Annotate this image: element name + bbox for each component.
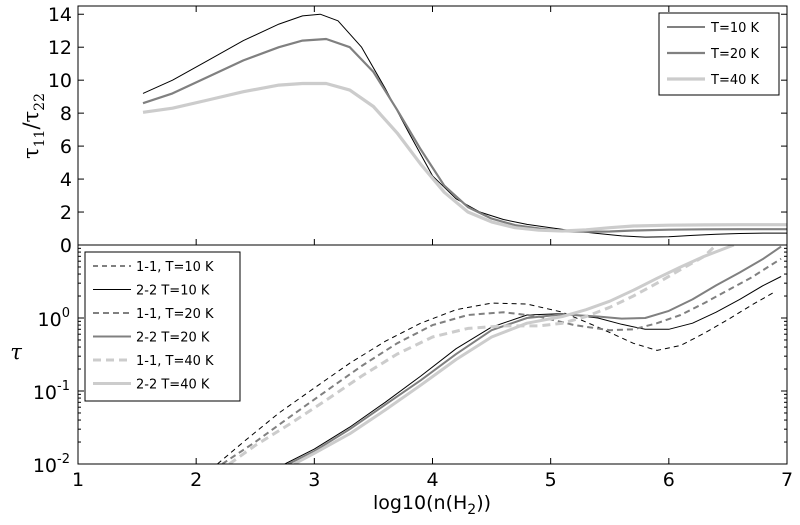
x-tick-label: 6 [663,469,675,491]
bottom-y-tick-label: 10-1 [33,379,70,404]
bottom-series-1-1-t-20-k [221,257,782,464]
top-y-tick-label: 8 [60,103,72,125]
ylabel-divider: /τ [19,111,43,130]
x-tick-label: 7 [781,469,793,491]
ylabel-tau: τ [19,147,43,159]
xlabel-pre: log10(n(H [373,492,467,514]
top-legend: T=10 K T=20 K T=40 K [658,12,780,96]
top-legend-label-t-40-k: T=40 K [710,73,760,88]
top-series-t-40-k [142,81,787,233]
top-y-tick-label: 4 [60,169,72,191]
top-series-lines [142,13,787,238]
xlabel-sub-2: 2 [467,502,476,518]
top-panel: 0 2 4 6 8 10 12 14 τ11/τ22 T=10 K T=20 K T=40 K [19,4,788,257]
bottom-legend-label-2-2-t-10-k: 2-2 T=10 K [136,284,210,299]
top-y-axis-label: τ11/τ22 [19,93,48,159]
top-y-tick-label: 0 [60,235,72,257]
bottom-y-tick-label: 10-2 [33,452,70,477]
top-legend-label-t-20-k: T=20 K [710,47,760,62]
x-tick-label: 3 [308,469,320,491]
bottom-legend-label-1-1-t-10-k: 1-1, T=10 K [136,260,214,275]
bottom-legend: 1-1, T=10 K 2-2 T=10 K 1-1, T=20 K 2-2 T=20… [84,251,241,402]
bottom-legend-label-2-2-t-40-k: 2-2 T=40 K [136,378,210,393]
bottom-series-2-2-t-20-k [287,245,782,464]
top-y-tick-label: 6 [60,136,72,158]
bottom-series-1-1-t-40-k [228,245,718,464]
top-legend-label-t-10-k: T=10 K [710,21,760,36]
top-y-tick-label: 2 [60,202,72,224]
bottom-series-1-1-t-10-k [217,291,776,464]
xlabel-post: )) [476,492,491,514]
ylabel-sub-22: 22 [32,93,48,111]
top-y-ticks: 0 2 4 6 8 10 12 14 [48,4,787,257]
bottom-legend-box [84,251,241,402]
bottom-legend-label-1-1-t-20-k: 1-1, T=20 K [136,307,214,322]
bottom-series-2-2-t-40-k [293,245,735,464]
bottom-y-axis-label: τ [10,340,22,364]
x-tick-label: 4 [426,469,438,491]
bottom-legend-label-1-1-t-40-k: 1-1, T=40 K [136,354,214,369]
top-y-tick-label: 10 [48,70,72,92]
x-tick-label: 2 [190,469,202,491]
ylabel-sub-11: 11 [32,130,48,148]
bottom-series-lines [217,245,782,464]
top-y-tick-label: 12 [48,37,72,59]
top-y-tick-label: 14 [48,4,72,26]
bottom-y-tick-label: 100 [38,306,70,331]
bottom-x-ticks: 1 2 3 4 5 6 7 [72,6,793,491]
bottom-y-ticks: 10-2 10-1 100 [33,247,787,477]
bottom-x-axis-label: log10(n(H2)) [373,492,491,518]
top-series-t-20-k [142,37,787,233]
bottom-legend-label-2-2-t-20-k: 2-2 T=20 K [136,331,210,346]
x-tick-label: 1 [72,469,84,491]
x-tick-label: 5 [545,469,557,491]
bottom-series-2-2-t-10-k [284,276,782,464]
